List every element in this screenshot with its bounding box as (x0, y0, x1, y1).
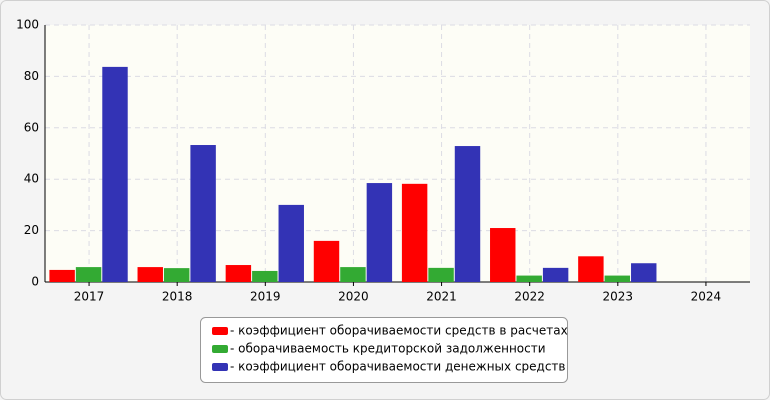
bar (366, 183, 393, 282)
bar (278, 204, 304, 282)
bar (428, 267, 454, 282)
bar (49, 269, 75, 282)
bar (163, 268, 190, 282)
bar (604, 275, 631, 282)
x-tick-label: 2024 (691, 290, 722, 304)
plot-area (45, 25, 750, 282)
legend-label: - оборачиваемость кредиторской задолженн… (230, 342, 546, 356)
x-tick-label: 2018 (162, 290, 193, 304)
x-tick-label: 2017 (74, 290, 105, 304)
y-tick-label: 40 (24, 172, 39, 186)
legend-label: - коэффициент оборачиваемости средств в … (230, 324, 568, 338)
legend-label: - коэффициент оборачиваемости денежных с… (230, 360, 566, 374)
bar (631, 263, 657, 282)
legend-swatch (212, 345, 228, 353)
bar (401, 183, 428, 282)
x-tick-label: 2023 (603, 290, 634, 304)
bar (578, 256, 604, 282)
bar (137, 267, 163, 282)
bar (340, 267, 366, 282)
x-tick-label: 2020 (338, 290, 369, 304)
bar (190, 145, 216, 282)
bar (75, 267, 102, 282)
legend-box (200, 317, 568, 383)
x-tick-label: 2021 (426, 290, 457, 304)
x-tick-label: 2022 (514, 290, 545, 304)
bar (542, 267, 569, 282)
x-tick-label: 2019 (250, 290, 281, 304)
bar (490, 228, 516, 282)
bar (102, 66, 128, 283)
y-tick-label: 20 (24, 223, 39, 237)
legend: - коэффициент оборачиваемости средств в … (200, 317, 568, 383)
legend-swatch (212, 363, 228, 371)
y-tick-label: 60 (24, 120, 39, 134)
bar (225, 265, 252, 282)
bar (313, 240, 340, 282)
y-tick-label: 0 (31, 275, 39, 289)
y-tick-label: 100 (16, 18, 39, 32)
y-tick-label: 80 (24, 69, 39, 83)
bar (252, 270, 278, 282)
legend-swatch (212, 327, 228, 335)
bar (516, 275, 542, 282)
bar (454, 146, 481, 282)
